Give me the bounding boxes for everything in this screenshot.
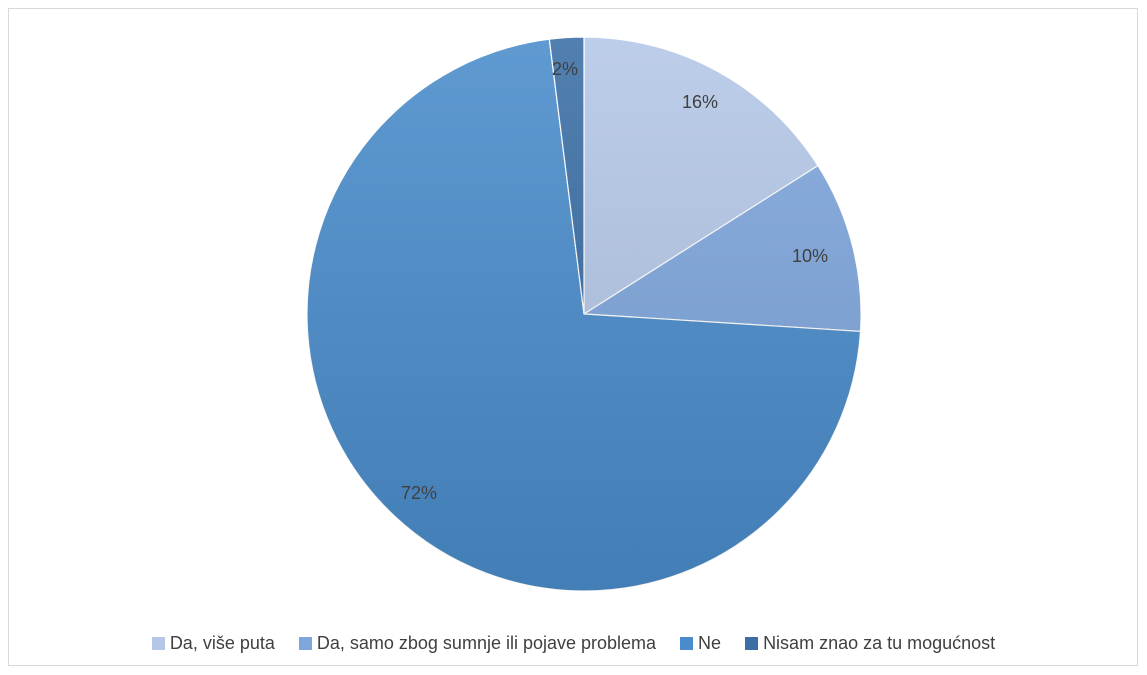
data-label-ne: 72% <box>401 483 437 503</box>
legend-swatch-da-samo-zbog-sumnje <box>298 636 312 650</box>
legend: Da, više puta Da, samo zbog sumnje ili p… <box>0 628 1147 658</box>
legend-label-nisam-znao: Nisam znao za tu mogućnost <box>763 632 996 653</box>
data-label-da-vise-puta: 16% <box>682 92 718 112</box>
legend-label-da-samo-zbog-sumnje: Da, samo zbog sumnje ili pojave problema <box>316 632 657 653</box>
data-label-da-samo-zbog-sumnje: 10% <box>792 246 828 266</box>
legend-swatch-nisam-znao <box>745 636 759 650</box>
pie-slices <box>306 36 862 592</box>
legend-swatch-ne <box>680 636 694 650</box>
legend-item-da-vise-puta: Da, više puta <box>151 632 275 654</box>
pie-data-labels: 16% 10% 72% 2% <box>401 59 828 503</box>
data-label-nisam-znao: 2% <box>552 59 578 79</box>
legend-swatch-da-vise-puta <box>151 636 165 650</box>
legend-item-da-samo-zbog-sumnje: Da, samo zbog sumnje ili pojave problema <box>298 632 657 654</box>
legend-label-ne: Ne <box>698 632 722 653</box>
legend-item-nisam-znao: Nisam znao za tu mogućnost <box>745 633 995 654</box>
legend-label-da-vise-puta: Da, više puta <box>169 632 275 653</box>
legend-item-ne: Ne <box>680 633 721 654</box>
